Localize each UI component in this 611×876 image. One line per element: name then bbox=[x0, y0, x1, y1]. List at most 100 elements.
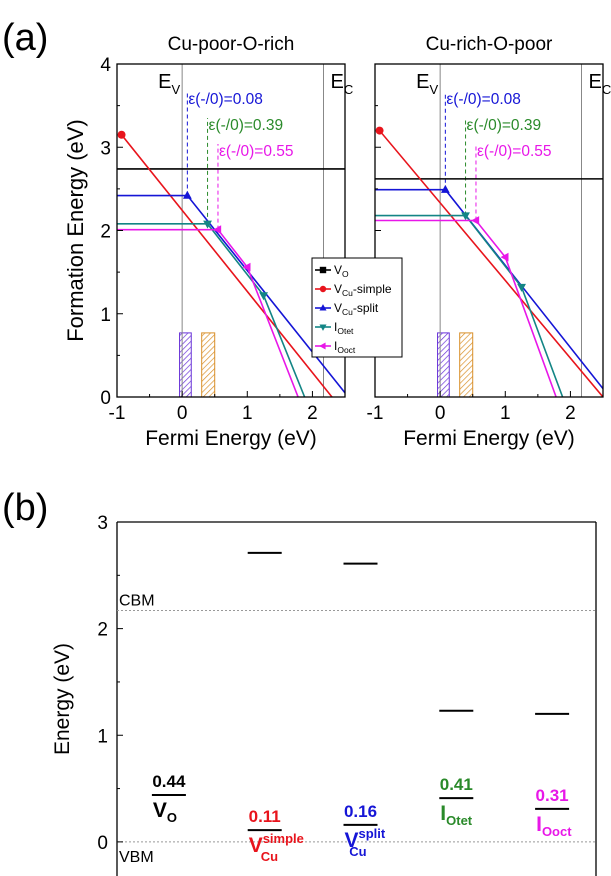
series-line-iooct bbox=[375, 219, 557, 397]
defect-label-sub: Cu bbox=[349, 844, 366, 859]
series-marker-iooct-0 bbox=[213, 225, 222, 235]
defect-label-vo: VO bbox=[153, 799, 177, 825]
x-tick-label: 2 bbox=[565, 403, 576, 424]
plot-area bbox=[117, 64, 345, 397]
defect-label-main: V bbox=[153, 799, 167, 822]
legend-label-vcu_simple: VCu-simple bbox=[334, 282, 392, 298]
panel-a-label: (a) bbox=[2, 17, 48, 59]
ev-label: EV bbox=[158, 71, 180, 97]
ec-label-main: E bbox=[331, 71, 344, 93]
legend-sub: O bbox=[342, 269, 349, 279]
legend-main: V bbox=[334, 301, 342, 315]
series-marker-iotet-0 bbox=[461, 212, 470, 221]
legend-label-vo: VO bbox=[334, 263, 349, 279]
y-tick-label: 0 bbox=[100, 388, 111, 409]
series-marker-vcu_split-0 bbox=[182, 190, 192, 199]
ec-label: EC bbox=[331, 71, 354, 97]
legend-main: V bbox=[334, 263, 342, 277]
y-tick-label: 2 bbox=[100, 222, 111, 243]
defect-label-sup: split bbox=[359, 826, 386, 841]
legend-sub: Otet bbox=[337, 326, 354, 336]
ev-label-sub: V bbox=[171, 82, 180, 97]
cbm-label: CBM bbox=[119, 593, 155, 610]
hatched-box-0 bbox=[179, 332, 192, 397]
x-tick-label: -1 bbox=[367, 403, 384, 424]
ev-label: EV bbox=[416, 71, 438, 97]
legend-suffix: -simple bbox=[353, 282, 392, 296]
transition-level-label-iotet: ε(-/0)=0.39 bbox=[467, 117, 542, 134]
plot-title: Cu-rich-O-poor bbox=[426, 34, 553, 55]
ec-label-sub: C bbox=[344, 82, 353, 97]
legend-main: I bbox=[334, 320, 337, 334]
series-marker-vcu_simple-0 bbox=[117, 130, 126, 139]
level-value-vcu_simple: 0.11 bbox=[249, 807, 281, 826]
transition-level-label-iooct: ε(-/0)=0.55 bbox=[477, 143, 552, 160]
x-tick-label: 2 bbox=[307, 403, 318, 424]
series-line-vcu_simple bbox=[120, 134, 333, 397]
defect-label-sub: Otet bbox=[446, 813, 473, 828]
legend-marker-vcu_split bbox=[319, 304, 327, 311]
x-tick-label: 1 bbox=[500, 403, 511, 424]
legend-label-iotet: IOtet bbox=[334, 320, 354, 336]
legend-label-vcu_split: VCu-split bbox=[334, 301, 379, 317]
series-marker-iotet-1 bbox=[517, 283, 526, 292]
x-tick-label: 1 bbox=[242, 403, 253, 424]
panel-b-label: (b) bbox=[2, 487, 48, 529]
defect-label-main: V bbox=[249, 834, 263, 857]
ec-label-main: E bbox=[589, 71, 602, 93]
series-marker-iooct-1 bbox=[500, 252, 509, 262]
y-axis-label: Formation Energy (eV) bbox=[63, 119, 88, 342]
defect-label-sup: simple bbox=[263, 831, 304, 846]
plot-frame bbox=[116, 63, 346, 398]
series-marker-iotet-1 bbox=[259, 292, 268, 301]
legend-label-iooct: IOoct bbox=[334, 339, 356, 355]
series-line-iooct bbox=[117, 228, 299, 397]
legend-sub: Ooct bbox=[337, 345, 356, 355]
ev-label-main: E bbox=[158, 71, 171, 93]
legend-main: V bbox=[334, 282, 342, 296]
ec-label: EC bbox=[589, 71, 611, 97]
series-marker-vcu_split-0 bbox=[440, 184, 450, 193]
y-tick-label: 3 bbox=[100, 138, 111, 159]
series-marker-iooct-1 bbox=[242, 262, 251, 272]
defect-label-sub: Ooct bbox=[542, 824, 572, 839]
series-line-vcu_simple bbox=[378, 130, 603, 397]
transition-level-label-iooct: ε(-/0)=0.55 bbox=[219, 143, 294, 160]
x-axis-label: Fermi Energy (eV) bbox=[403, 427, 575, 450]
ev-label-sub: V bbox=[429, 82, 438, 97]
x-tick-label: 0 bbox=[177, 403, 188, 424]
y-axis-label: Energy (eV) bbox=[51, 643, 74, 755]
transition-level-label-vcu_split: ε(-/0)=0.08 bbox=[188, 91, 263, 108]
defect-label-main: V bbox=[345, 829, 359, 852]
transition-level-label-vcu_split: ε(-/0)=0.08 bbox=[446, 91, 521, 108]
legend-marker-vcu_simple bbox=[319, 285, 327, 293]
vbm-label: VBM bbox=[119, 849, 154, 866]
plot-area bbox=[375, 64, 603, 397]
ev-label-main: E bbox=[416, 71, 429, 93]
series-line-vcu_split bbox=[375, 188, 603, 390]
hatched-box-1 bbox=[201, 332, 216, 397]
series-marker-iotet-0 bbox=[203, 220, 212, 229]
level-value-iooct: 0.31 bbox=[536, 786, 569, 805]
legend-marker-vo bbox=[319, 266, 327, 274]
y-tick-label: 2 bbox=[97, 620, 108, 641]
level-value-vcu_split: 0.16 bbox=[344, 802, 377, 821]
defect-label-sub: O bbox=[167, 810, 177, 825]
series-line-iotet bbox=[117, 223, 306, 397]
hatched-box-0 bbox=[437, 332, 450, 397]
plot-frame bbox=[374, 63, 604, 398]
series-marker-vcu_simple-0 bbox=[375, 126, 384, 135]
legend-suffix: -split bbox=[353, 301, 379, 315]
ec-label-sub: C bbox=[602, 82, 611, 97]
defect-label-sub: Cu bbox=[261, 849, 278, 864]
y-tick-label: 3 bbox=[97, 513, 108, 534]
defect-label-iooct: IOoct bbox=[536, 813, 572, 839]
series-line-vcu_split bbox=[117, 194, 345, 394]
level-value-iotet: 0.41 bbox=[440, 775, 473, 794]
y-tick-label: 4 bbox=[100, 55, 111, 76]
